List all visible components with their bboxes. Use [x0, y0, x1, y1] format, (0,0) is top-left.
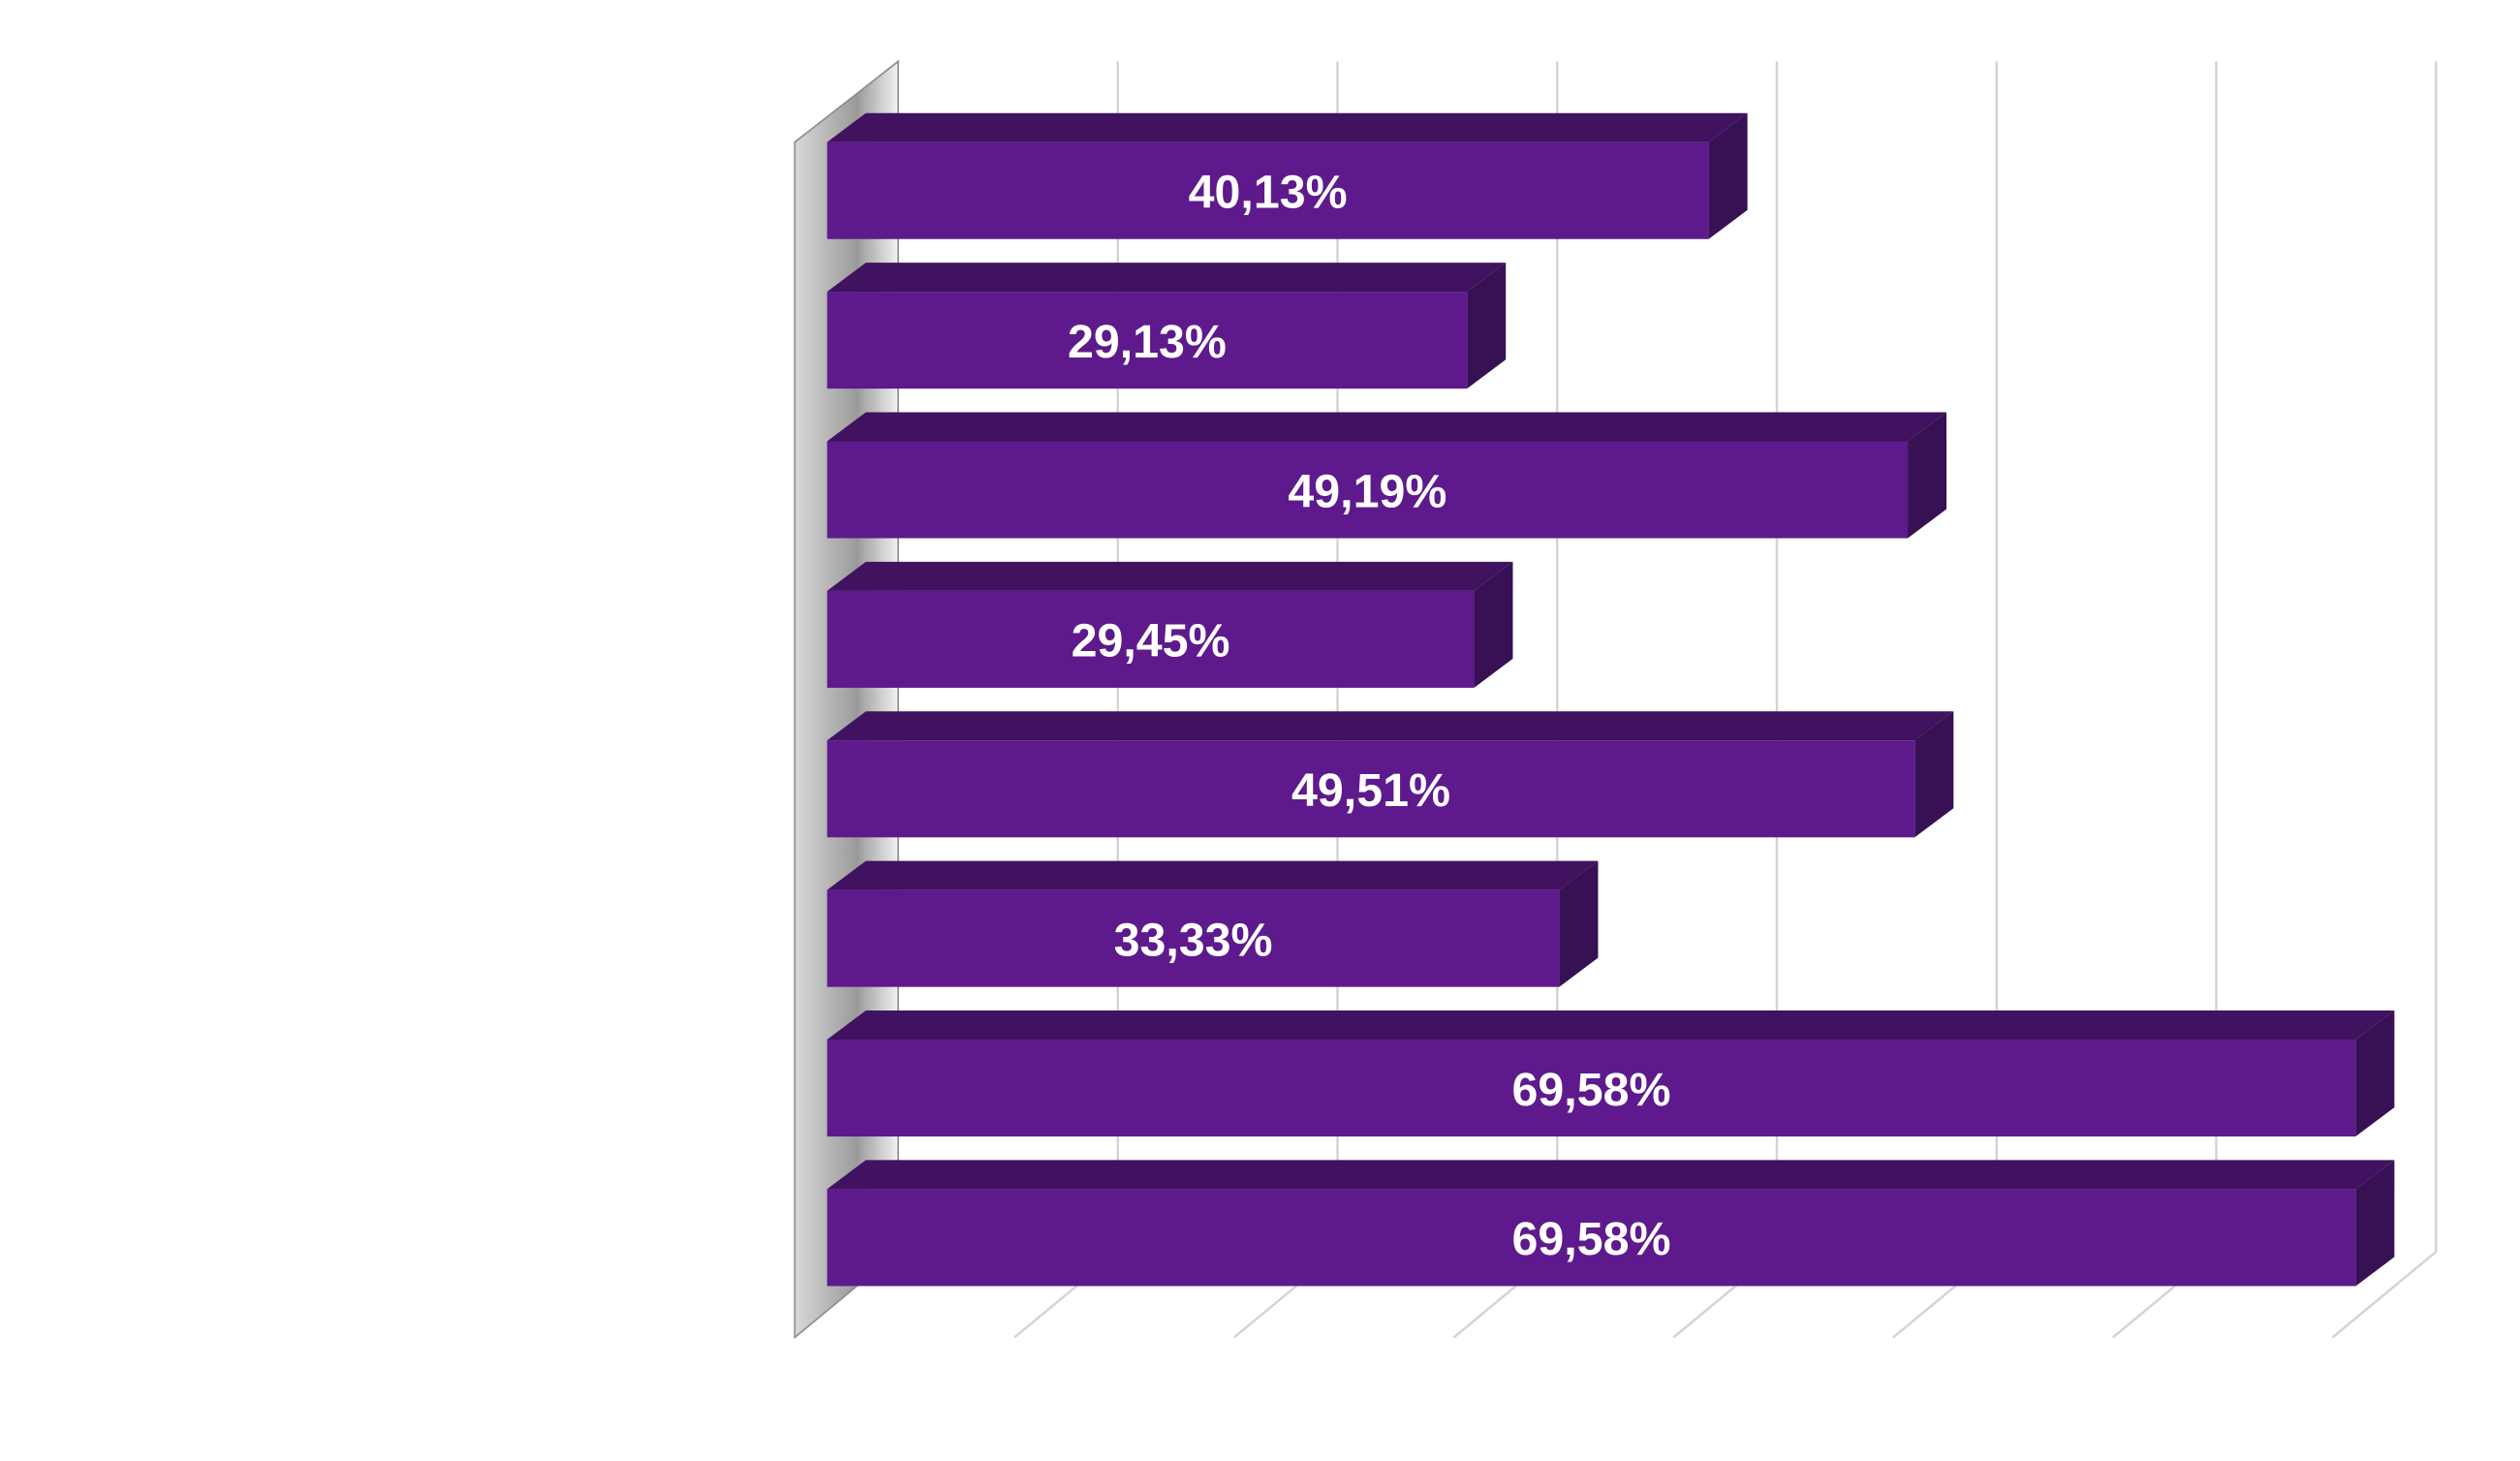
bar-side — [1708, 112, 1748, 239]
bar: 49,51% — [826, 711, 1954, 838]
bar: 29,45% — [826, 561, 1513, 688]
bar-side — [1474, 561, 1513, 688]
value-label: 29,13% — [1068, 316, 1227, 368]
bar-front — [826, 141, 1709, 239]
bar-top — [826, 412, 1947, 442]
bar-front — [826, 292, 1468, 389]
bar-top — [826, 263, 1507, 293]
bar: 33,33% — [826, 860, 1599, 987]
bar: 69,58% — [826, 1160, 2395, 1287]
bar: 69,58% — [826, 1010, 2395, 1137]
bar-front — [826, 590, 1475, 688]
value-label: 33,33% — [1114, 914, 1273, 966]
bar-front — [826, 1040, 2356, 1137]
value-label: 40,13% — [1189, 166, 1348, 218]
bar-front — [826, 889, 1560, 987]
bar-front — [826, 1189, 2356, 1287]
value-label: 69,58% — [1512, 1213, 1671, 1265]
value-label: 29,45% — [1072, 615, 1230, 668]
bar-top — [826, 1010, 2395, 1041]
bar-side — [1559, 860, 1599, 987]
bar-side — [1908, 412, 1947, 539]
value-label: 69,58% — [1512, 1064, 1671, 1116]
floor-grid-line — [2331, 1251, 2438, 1339]
bar-side — [2355, 1160, 2395, 1287]
value-label: 49,19% — [1288, 465, 1447, 517]
value-label: 49,51% — [1291, 764, 1450, 817]
bar-top — [826, 112, 1748, 142]
bar-top — [826, 561, 1513, 591]
side-wall — [793, 59, 899, 1340]
bar-front — [826, 441, 1909, 539]
bar-side — [1467, 263, 1507, 389]
bar-top — [826, 1160, 2395, 1190]
bar-front — [826, 740, 1915, 838]
bar: 40,13% — [826, 112, 1748, 239]
bar: 29,13% — [826, 263, 1507, 389]
bar-side — [2355, 1010, 2395, 1137]
bar: 49,19% — [826, 412, 1947, 539]
bar-top — [826, 711, 1954, 741]
bar-top — [826, 860, 1599, 890]
bar-side — [1914, 711, 1954, 838]
